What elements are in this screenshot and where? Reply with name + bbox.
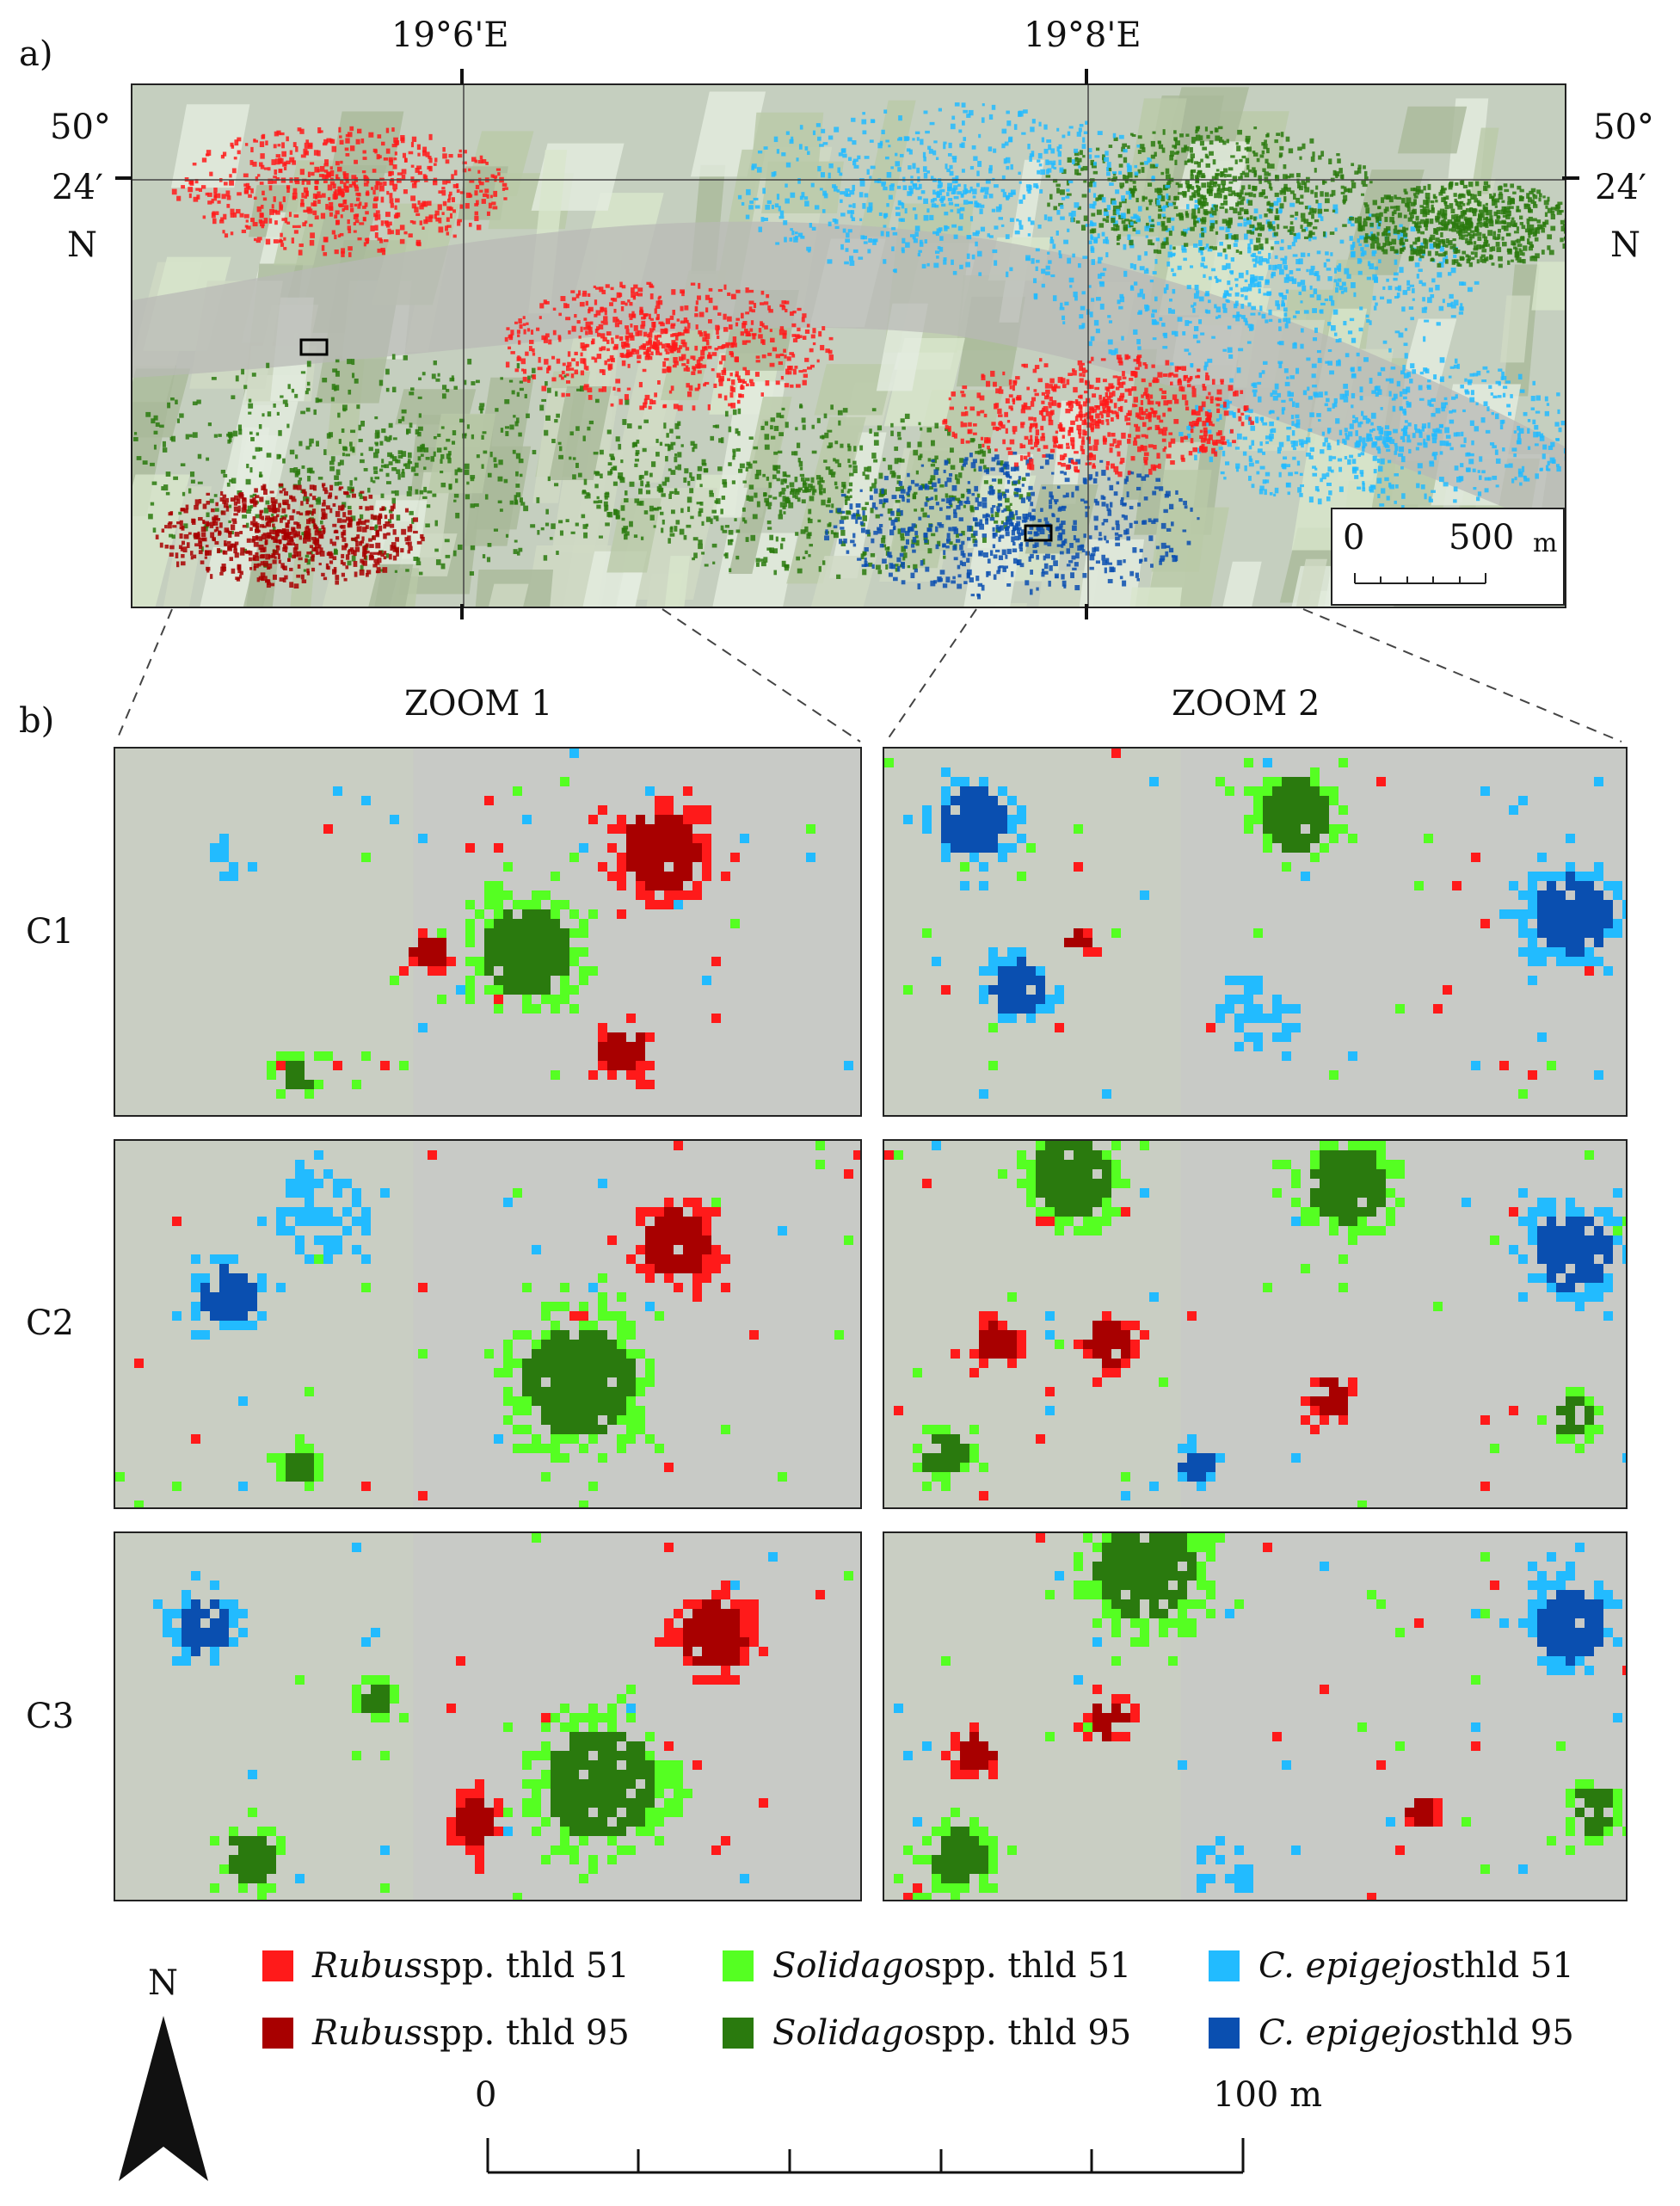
zoom2-c3-raster (884, 1533, 1626, 1900)
zoom1-c3-panel (114, 1531, 862, 1901)
latitude-left-min: 24′ (52, 168, 103, 207)
legend-item-rubus-51: Rubus spp. thld 51 (262, 1946, 630, 1986)
zoom1-c1-panel (114, 747, 862, 1117)
zoom-scale-zero: 0 (475, 2075, 497, 2115)
row-label-c1: C1 (26, 912, 75, 952)
row-label-c3: C3 (26, 1697, 75, 1736)
zoom-scale-ruler (486, 2138, 1245, 2174)
overview-scale-ruler (1354, 573, 1486, 584)
latitude-left-hemisphere: N (67, 225, 97, 265)
legend-genus: Rubus (312, 1946, 422, 1986)
legend-swatch-epigejos-51 (1209, 1950, 1240, 1981)
overview-ticks-and-guides (115, 69, 1622, 743)
zoom1-c2-panel (114, 1139, 862, 1509)
zoom2-c2-raster (884, 1141, 1626, 1507)
legend-text: spp. thld 51 (422, 1946, 630, 1986)
legend-genus: Rubus (312, 2013, 422, 2053)
legend-item-solidago-51: Solidago spp. thld 51 (723, 1946, 1131, 1986)
panel-label-a: a) (19, 34, 53, 74)
legend-genus: Solidago (772, 2013, 925, 2053)
legend-genus: C. epigejos (1258, 1946, 1450, 1986)
legend-genus: C. epigejos (1258, 2013, 1450, 2053)
legend-item-solidago-95: Solidago spp. thld 95 (723, 2013, 1131, 2053)
zoom1-c3-raster (115, 1533, 860, 1900)
legend-item-epigejos-95: C. epigejos thld 95 (1209, 2013, 1574, 2053)
legend-text: spp. thld 95 (924, 2013, 1132, 2053)
zoom-title-1: ZOOM 1 (404, 684, 553, 724)
legend-text: thld 51 (1449, 1946, 1574, 1986)
legend-text: spp. thld 95 (422, 2013, 630, 2053)
latitude-right-hemisphere: N (1610, 225, 1640, 265)
legend-swatch-epigejos-95 (1209, 2018, 1240, 2049)
legend-swatch-solidago-95 (723, 2018, 754, 2049)
zoom2-c3-panel (883, 1531, 1628, 1901)
legend-item-epigejos-51: C. epigejos thld 51 (1209, 1946, 1574, 1986)
panel-label-b: b) (19, 701, 55, 741)
zoom1-c1-raster (115, 749, 860, 1115)
north-arrow-label: N (148, 1963, 178, 2003)
north-arrow-icon (119, 2016, 208, 2181)
zoom2-c1-raster (884, 749, 1626, 1115)
longitude-label-east: 19°8'E (1024, 15, 1142, 55)
overview-scale-bar: 0 500 m (1331, 508, 1565, 606)
legend-swatch-rubus-95 (262, 2018, 293, 2049)
overview-scale-unit: m (1533, 528, 1558, 558)
latitude-right-min: 24′ (1595, 168, 1646, 207)
overview-scale-end: 500 (1449, 518, 1515, 558)
latitude-left-deg: 50° (50, 108, 111, 147)
legend-genus: Solidago (772, 1946, 925, 1986)
longitude-label-west: 19°6'E (391, 15, 509, 55)
legend-swatch-solidago-51 (723, 1950, 754, 1981)
zoom2-c2-panel (883, 1139, 1628, 1509)
overview-scale-zero: 0 (1343, 518, 1365, 558)
legend-item-rubus-95: Rubus spp. thld 95 (262, 2013, 630, 2053)
legend-text: thld 95 (1449, 2013, 1574, 2053)
latitude-right-deg: 50° (1593, 108, 1654, 147)
legend-swatch-rubus-51 (262, 1950, 293, 1981)
row-label-c2: C2 (26, 1303, 75, 1343)
legend-text: spp. thld 51 (924, 1946, 1132, 1986)
zoom-title-2: ZOOM 2 (1172, 684, 1320, 724)
zoom1-c2-raster (115, 1141, 860, 1507)
zoom2-c1-panel (883, 747, 1628, 1117)
zoom-scale-end: 100 m (1213, 2075, 1322, 2115)
